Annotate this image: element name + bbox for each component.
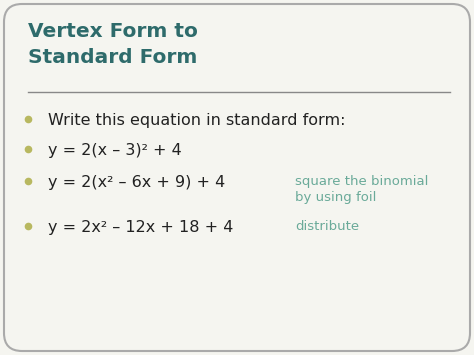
Text: Write this equation in standard form:: Write this equation in standard form: bbox=[48, 113, 346, 128]
Text: y = 2(x² – 6x + 9) + 4: y = 2(x² – 6x + 9) + 4 bbox=[48, 175, 225, 190]
FancyBboxPatch shape bbox=[4, 4, 470, 351]
Text: y = 2(x – 3)² + 4: y = 2(x – 3)² + 4 bbox=[48, 143, 182, 158]
Text: distribute: distribute bbox=[295, 220, 359, 233]
Text: square the binomial: square the binomial bbox=[295, 175, 428, 188]
Text: Vertex Form to: Vertex Form to bbox=[28, 22, 198, 41]
Text: by using foil: by using foil bbox=[295, 191, 376, 204]
Text: Standard Form: Standard Form bbox=[28, 48, 197, 67]
Text: y = 2x² – 12x + 18 + 4: y = 2x² – 12x + 18 + 4 bbox=[48, 220, 233, 235]
